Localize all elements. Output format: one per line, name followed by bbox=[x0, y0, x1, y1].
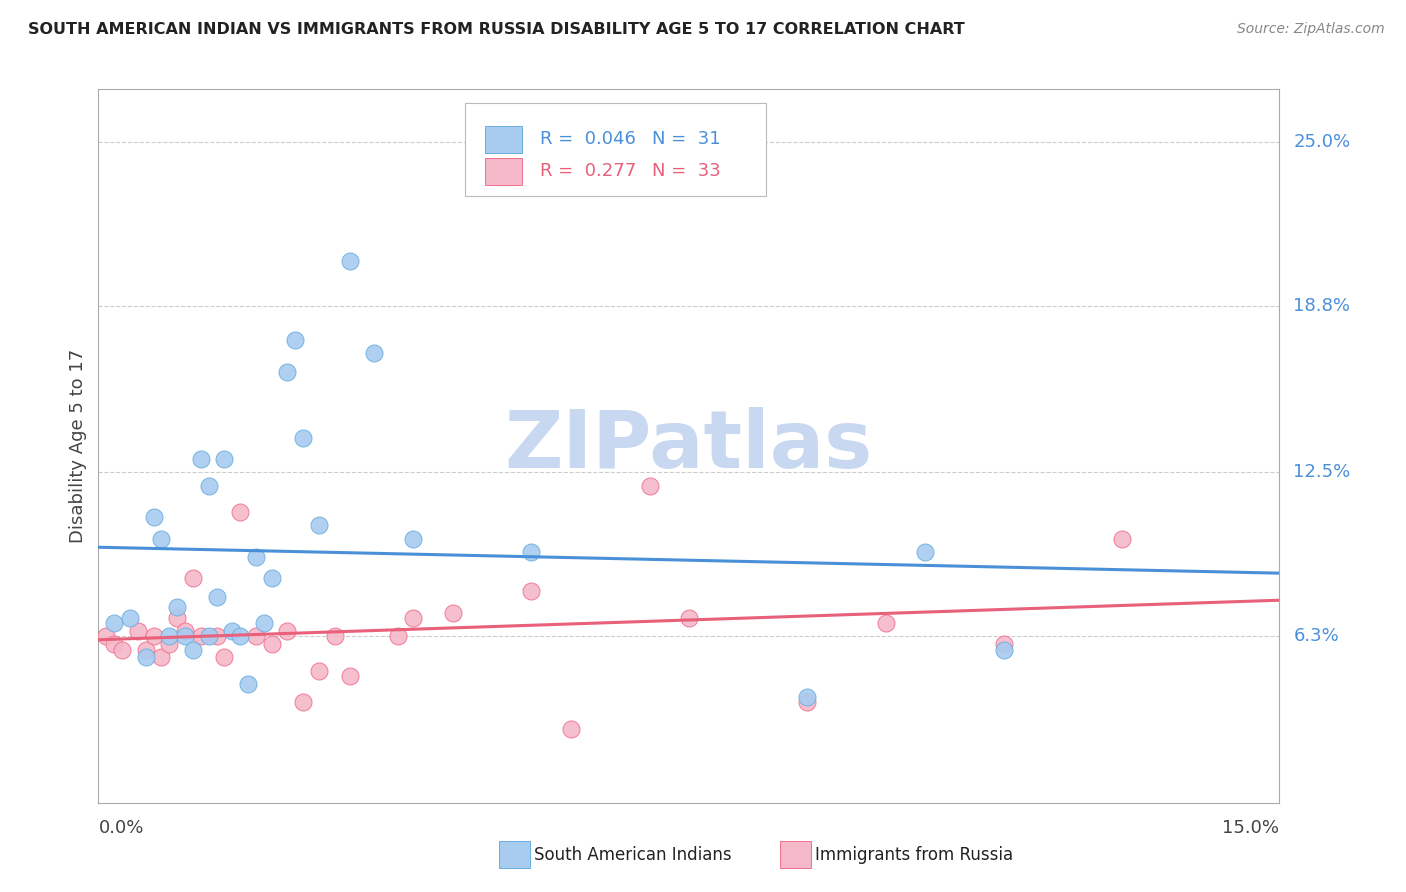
Point bbox=[308, 664, 330, 678]
Point bbox=[229, 505, 252, 519]
Point bbox=[166, 611, 188, 625]
Text: Source: ZipAtlas.com: Source: ZipAtlas.com bbox=[1237, 22, 1385, 37]
Point bbox=[103, 616, 125, 631]
Point bbox=[276, 624, 298, 638]
Y-axis label: Disability Age 5 to 17: Disability Age 5 to 17 bbox=[69, 349, 87, 543]
Point bbox=[174, 624, 197, 638]
Point bbox=[118, 611, 141, 625]
Point bbox=[214, 650, 236, 665]
Point bbox=[914, 545, 936, 559]
Point bbox=[363, 346, 385, 360]
Point bbox=[308, 518, 330, 533]
Point bbox=[993, 637, 1015, 651]
Text: R =  0.046: R = 0.046 bbox=[540, 130, 636, 148]
Point bbox=[520, 584, 543, 599]
Point bbox=[135, 650, 157, 665]
Point bbox=[111, 642, 134, 657]
Point bbox=[875, 616, 897, 631]
Point bbox=[236, 677, 259, 691]
Point bbox=[260, 571, 283, 585]
Point bbox=[292, 431, 315, 445]
Bar bbox=[485, 126, 523, 153]
Point bbox=[214, 452, 236, 467]
Point bbox=[402, 532, 425, 546]
Point bbox=[181, 642, 204, 657]
Text: 0.0%: 0.0% bbox=[98, 820, 143, 838]
Text: 18.8%: 18.8% bbox=[1294, 297, 1350, 315]
Point bbox=[150, 532, 173, 546]
FancyBboxPatch shape bbox=[464, 103, 766, 196]
Point bbox=[1111, 532, 1133, 546]
Point bbox=[157, 629, 180, 643]
Point bbox=[993, 642, 1015, 657]
Point bbox=[292, 695, 315, 709]
Point bbox=[253, 616, 276, 631]
Point bbox=[245, 549, 267, 564]
Point bbox=[678, 611, 700, 625]
Point bbox=[142, 510, 165, 524]
Point bbox=[560, 722, 582, 736]
Point bbox=[260, 637, 283, 651]
Bar bbox=[485, 158, 523, 185]
Text: Immigrants from Russia: Immigrants from Russia bbox=[815, 847, 1014, 864]
Point bbox=[157, 637, 180, 651]
Text: SOUTH AMERICAN INDIAN VS IMMIGRANTS FROM RUSSIA DISABILITY AGE 5 TO 17 CORRELATI: SOUTH AMERICAN INDIAN VS IMMIGRANTS FROM… bbox=[28, 22, 965, 37]
Point bbox=[150, 650, 173, 665]
Point bbox=[638, 478, 661, 492]
Point bbox=[135, 642, 157, 657]
Point bbox=[127, 624, 149, 638]
Point bbox=[284, 333, 307, 347]
Point bbox=[229, 629, 252, 643]
Point bbox=[323, 629, 346, 643]
Point bbox=[339, 254, 361, 268]
Point bbox=[197, 629, 219, 643]
Text: 25.0%: 25.0% bbox=[1294, 133, 1351, 151]
Point bbox=[205, 629, 228, 643]
Point bbox=[190, 452, 212, 467]
Point bbox=[387, 629, 409, 643]
Point bbox=[221, 624, 243, 638]
Text: N =  33: N = 33 bbox=[652, 162, 721, 180]
Point bbox=[796, 695, 818, 709]
Text: ZIPatlas: ZIPatlas bbox=[505, 407, 873, 485]
Point bbox=[205, 590, 228, 604]
Text: 15.0%: 15.0% bbox=[1222, 820, 1279, 838]
Text: R =  0.277: R = 0.277 bbox=[540, 162, 637, 180]
Text: N =  31: N = 31 bbox=[652, 130, 721, 148]
Point bbox=[96, 629, 118, 643]
Text: South American Indians: South American Indians bbox=[534, 847, 733, 864]
Point bbox=[245, 629, 267, 643]
Point bbox=[402, 611, 425, 625]
Point bbox=[166, 600, 188, 615]
Point bbox=[190, 629, 212, 643]
Point bbox=[142, 629, 165, 643]
Point bbox=[796, 690, 818, 704]
Point bbox=[181, 571, 204, 585]
Text: 12.5%: 12.5% bbox=[1294, 464, 1351, 482]
Point bbox=[276, 365, 298, 379]
Point bbox=[441, 606, 464, 620]
Point bbox=[339, 669, 361, 683]
Point bbox=[174, 629, 197, 643]
Point bbox=[197, 478, 219, 492]
Text: 6.3%: 6.3% bbox=[1294, 627, 1339, 645]
Point bbox=[103, 637, 125, 651]
Point bbox=[520, 545, 543, 559]
